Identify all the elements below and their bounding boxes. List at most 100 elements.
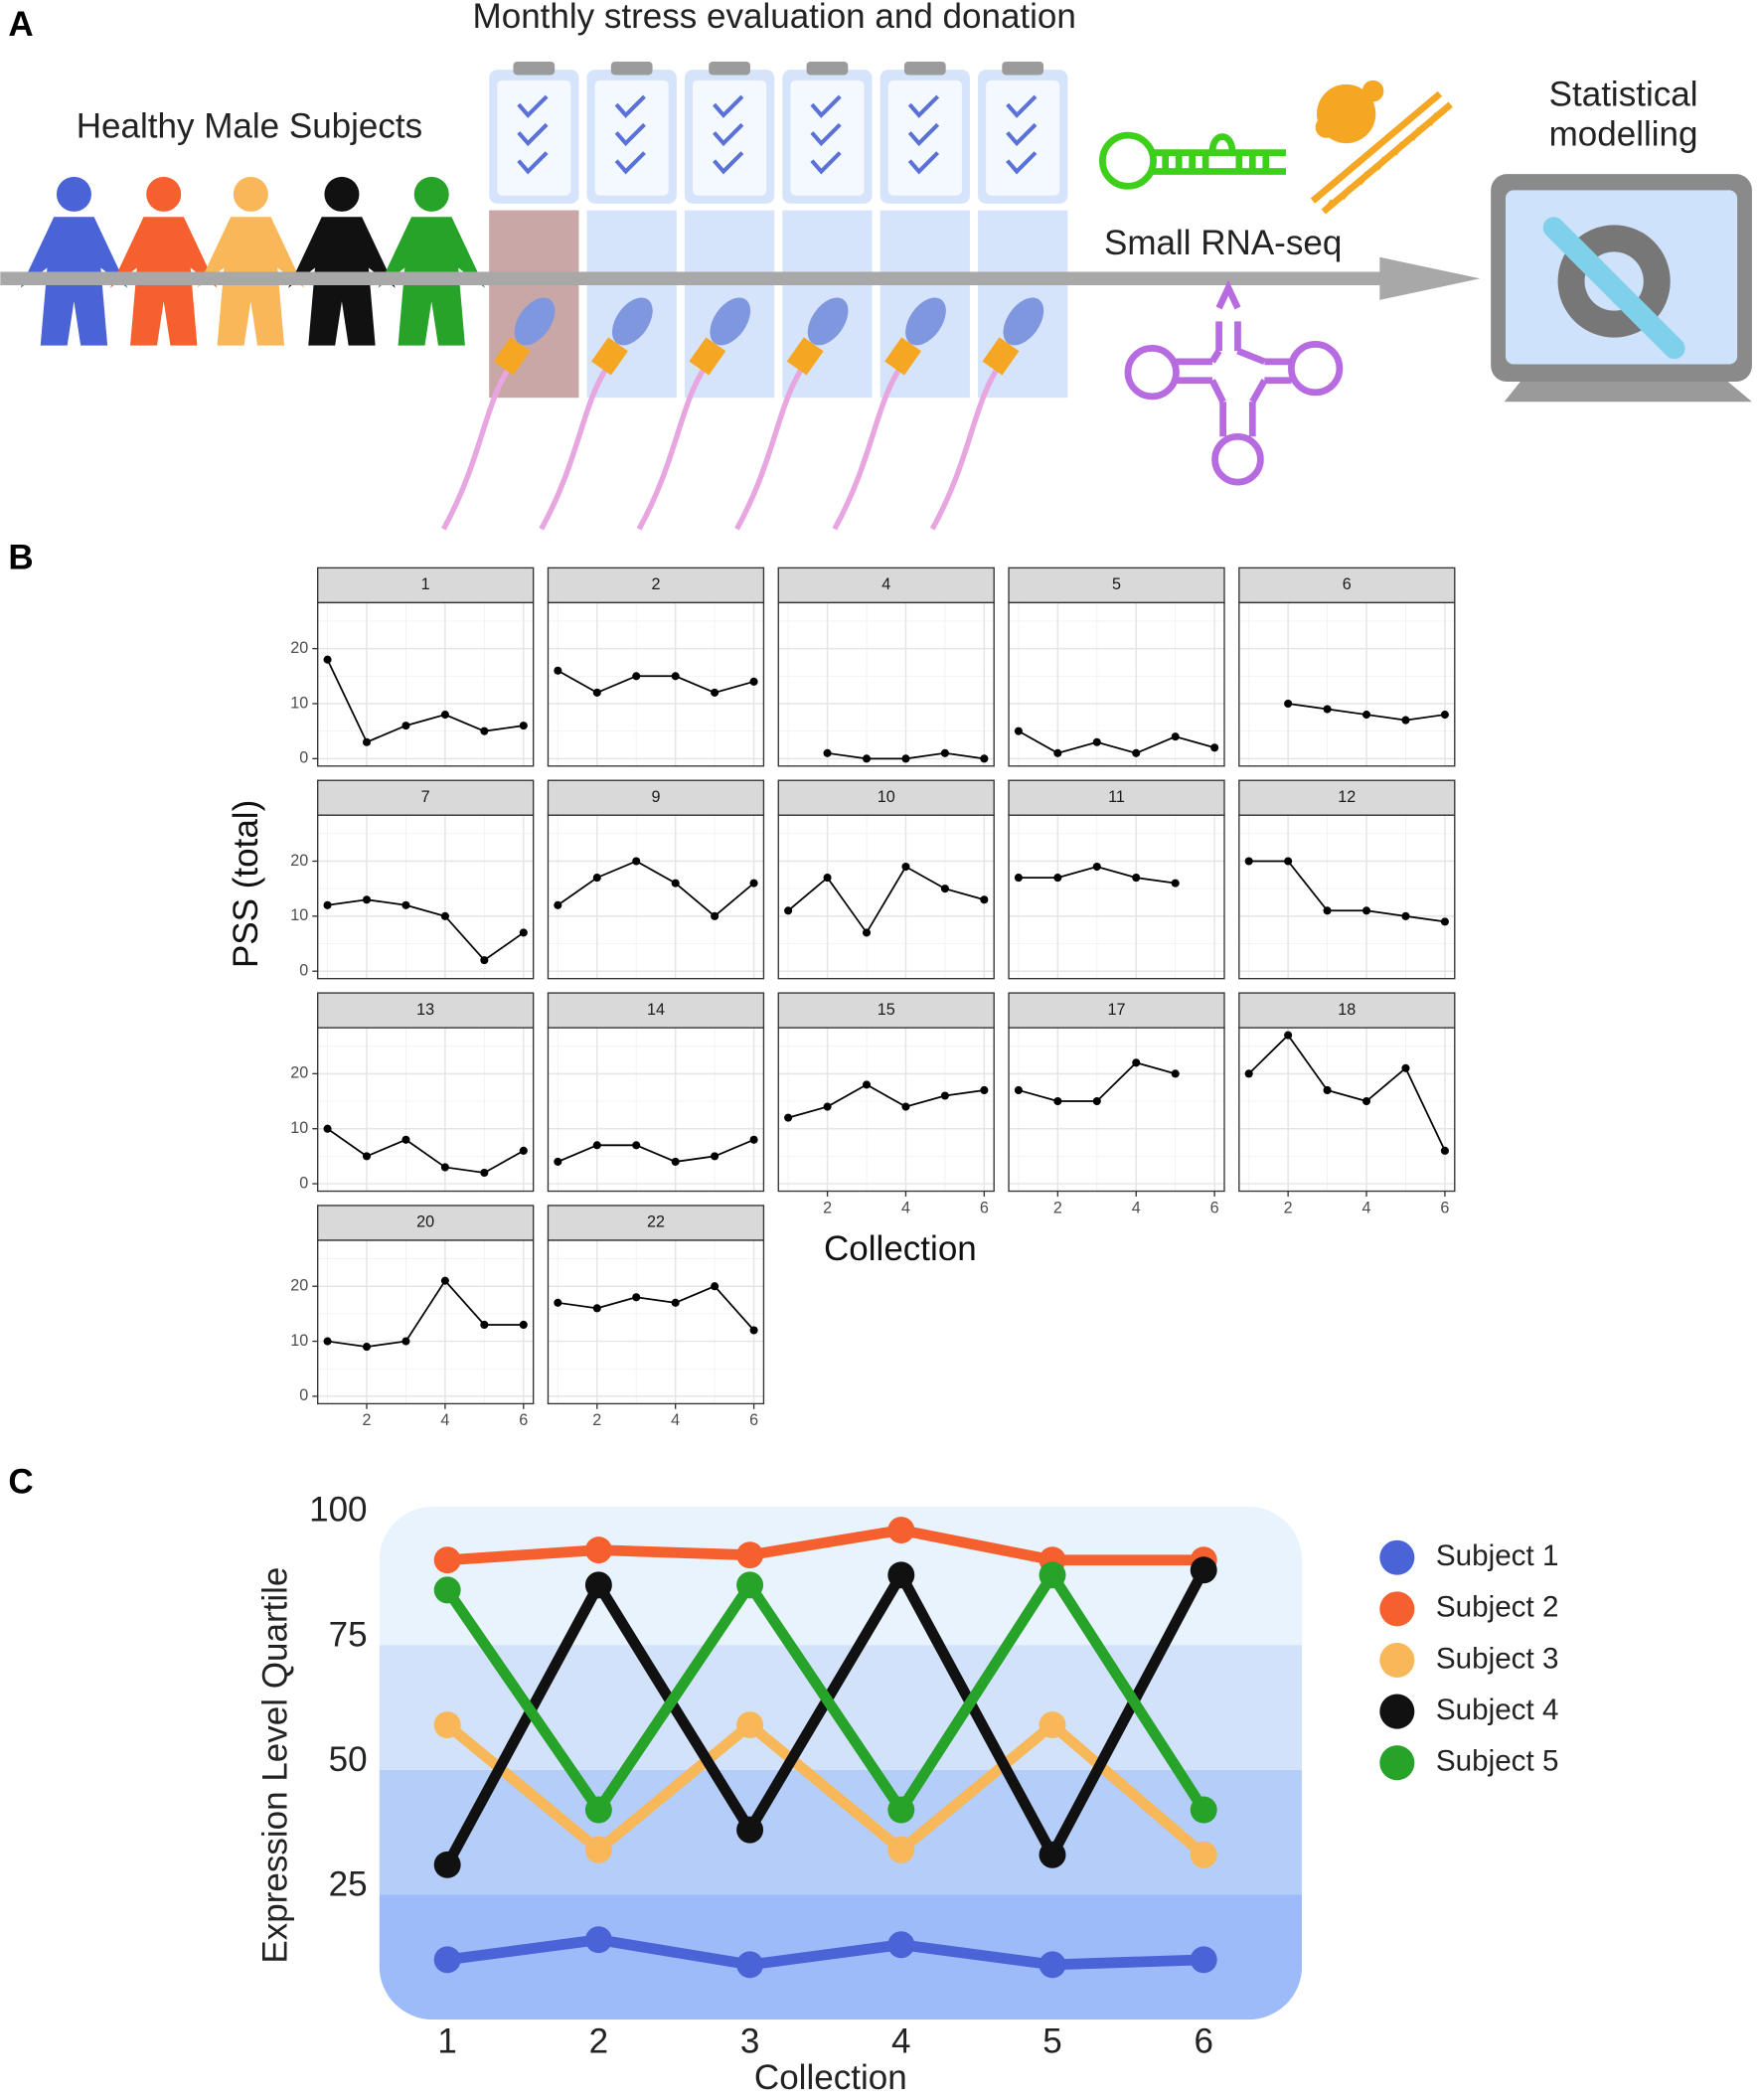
point	[592, 874, 601, 883]
x-tick-label: 3	[740, 2022, 759, 2061]
point	[1323, 705, 1332, 714]
y-tick-label: 50	[329, 1740, 368, 1779]
point	[519, 928, 528, 937]
line	[558, 1285, 755, 1332]
strip-label: 5	[1112, 575, 1121, 593]
person	[378, 176, 486, 346]
point	[480, 727, 489, 735]
point	[1401, 1063, 1410, 1072]
point	[940, 1091, 949, 1100]
point	[711, 1152, 720, 1161]
point	[323, 1124, 332, 1133]
checkmark	[907, 151, 940, 175]
panel-background	[1238, 815, 1455, 979]
checkmark	[614, 151, 646, 175]
point	[440, 1163, 449, 1172]
point	[1361, 906, 1371, 915]
point	[632, 1141, 641, 1150]
point	[433, 1851, 461, 1878]
point	[940, 748, 949, 757]
sperm-tail	[832, 360, 907, 531]
point	[1244, 857, 1253, 866]
sperm-midpiece	[982, 337, 1020, 376]
sperm-head	[514, 297, 556, 346]
strip	[317, 992, 535, 1029]
strip	[317, 566, 535, 604]
checkmark	[713, 151, 744, 175]
point	[1014, 727, 1023, 735]
point	[901, 754, 910, 763]
point	[323, 655, 332, 664]
point	[711, 911, 720, 920]
point	[440, 1276, 449, 1285]
panel-border	[547, 1027, 765, 1193]
legend-swatch	[1379, 1642, 1415, 1678]
checkmark	[614, 122, 646, 147]
line	[557, 1138, 754, 1163]
line	[787, 865, 985, 935]
panel-border	[1008, 1027, 1225, 1193]
modelling-label: Statistical	[1549, 75, 1698, 113]
point	[887, 1561, 915, 1589]
point	[1171, 1069, 1180, 1078]
point	[1039, 1841, 1066, 1868]
line-chart: 25 50 75 100 1 2 3 4 5 6 Subject 1 Subject 2 Subject…	[256, 1491, 1559, 2097]
point	[362, 1152, 372, 1161]
point	[592, 1304, 601, 1313]
panel-border	[777, 601, 995, 767]
point	[632, 1293, 641, 1302]
point	[401, 722, 410, 730]
line	[557, 670, 754, 694]
strip	[777, 992, 995, 1029]
x-tick-label: 4	[671, 1411, 680, 1429]
strip-label: 15	[878, 1001, 895, 1019]
point	[1401, 716, 1410, 725]
point	[749, 1326, 758, 1335]
panel-border	[317, 601, 535, 767]
panel-border	[317, 1239, 535, 1405]
legend-swatch	[1379, 1591, 1415, 1627]
point	[1053, 748, 1062, 757]
panel-background	[1009, 815, 1225, 979]
point	[554, 666, 562, 675]
legend-label: Subject 4	[1436, 1694, 1559, 1726]
point	[433, 1711, 461, 1739]
point	[1210, 743, 1219, 752]
diagram-title: Monthly stress evaluation and donation	[473, 0, 1076, 36]
strip-label: 4	[881, 575, 890, 593]
x-tick-label: 2	[363, 1411, 372, 1429]
x-tick-label: 4	[1362, 1199, 1371, 1216]
panel-background	[548, 602, 764, 766]
point	[862, 1080, 872, 1089]
sperm-head	[612, 297, 653, 346]
x-tick-label: 4	[901, 1199, 910, 1216]
point	[1361, 711, 1371, 720]
checkmark	[517, 151, 549, 175]
point	[519, 722, 528, 730]
point	[862, 754, 872, 763]
y-tick-label: 25	[329, 1865, 368, 1904]
modelling-label: modelling	[1549, 115, 1698, 154]
point	[1132, 1058, 1141, 1067]
line	[787, 1083, 985, 1119]
strip	[1008, 992, 1225, 1029]
point	[632, 672, 641, 681]
x-tick-label: 2	[823, 1199, 832, 1216]
point	[592, 1141, 601, 1150]
x-tick-label: 2	[1053, 1199, 1062, 1216]
y-tick-label: 20	[290, 639, 308, 657]
strip-label: 6	[1343, 575, 1352, 593]
point	[1132, 748, 1141, 757]
arrow-head	[1379, 256, 1481, 300]
line	[446, 1934, 1204, 1971]
point	[887, 1931, 915, 1959]
panel-background	[317, 602, 534, 766]
checkmark	[614, 94, 646, 118]
point	[440, 911, 449, 920]
collections	[489, 210, 1068, 399]
point	[632, 857, 641, 866]
strip	[547, 1205, 765, 1241]
point	[711, 1282, 720, 1291]
point	[671, 879, 680, 888]
